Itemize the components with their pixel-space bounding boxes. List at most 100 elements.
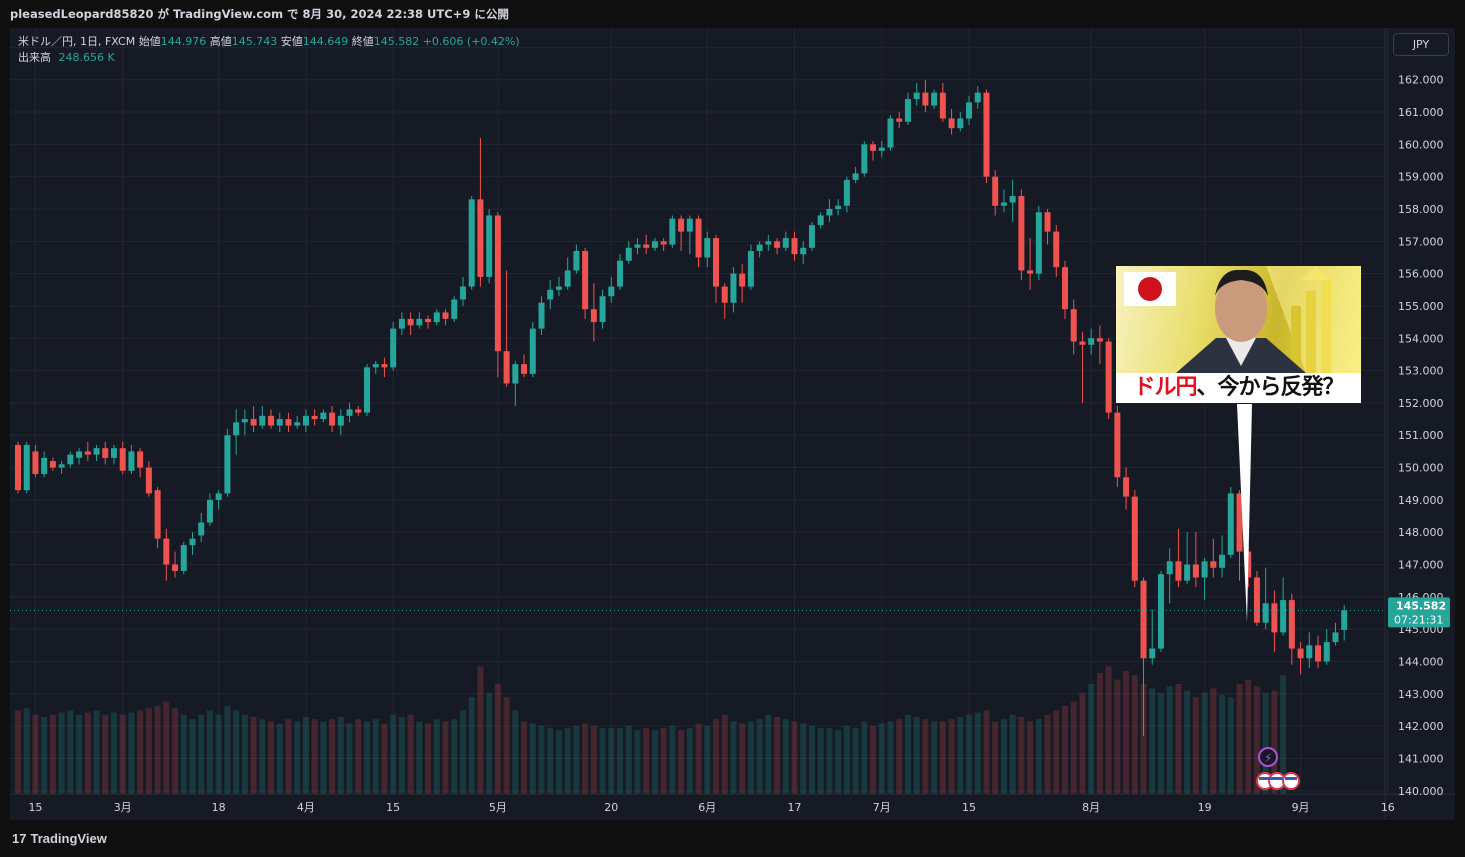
time-tick-label: 5月 [489, 801, 507, 814]
volume-bar [1262, 692, 1269, 794]
candle-body [1009, 196, 1016, 203]
volume-bar [1000, 719, 1007, 794]
volume-bar [407, 714, 414, 794]
low-value: 144.649 [302, 35, 349, 48]
candle-body [1236, 493, 1243, 552]
candle-body [608, 286, 615, 297]
candle-body [1044, 212, 1051, 232]
volume-bar [442, 721, 449, 794]
candle-body [669, 218, 676, 245]
candle-body [381, 364, 388, 368]
flag-stripe [1259, 777, 1271, 780]
japan-flag-sun [1138, 277, 1162, 301]
price-tick-label: 142.000 [1398, 720, 1444, 733]
volume-bar [41, 717, 48, 794]
face-shape [1215, 274, 1267, 342]
volume-bar [337, 717, 344, 794]
lightning-event-icon[interactable] [1258, 747, 1278, 767]
candle-body [486, 215, 493, 277]
candle-body [137, 451, 144, 468]
candle-body [49, 461, 56, 468]
volume-bar [398, 717, 405, 794]
candle-body [337, 415, 344, 426]
price-axis[interactable]: 163.000162.000161.000160.000159.000158.0… [1398, 41, 1444, 797]
candle-body [311, 415, 318, 420]
candle-body [826, 208, 833, 216]
price-chart[interactable]: 163.000162.000161.000160.000159.000158.0… [10, 28, 1455, 820]
price-tick-label: 158.000 [1398, 203, 1444, 216]
volume-bar [547, 728, 554, 794]
candle-body [390, 328, 397, 368]
candle-body [1288, 600, 1295, 649]
volume-bar [285, 719, 292, 794]
volume-bar [372, 719, 379, 794]
time-tick-label: 4月 [297, 801, 315, 814]
price-tick-label: 151.000 [1398, 429, 1444, 442]
volume-bar [555, 730, 562, 794]
candle-body [1157, 574, 1164, 649]
volume-bar [852, 728, 859, 794]
volume-bar [974, 712, 981, 794]
volume-bar [1088, 684, 1095, 794]
currency-button[interactable]: JPY [1393, 33, 1449, 56]
candle-body [15, 444, 21, 491]
candle-body [887, 118, 894, 148]
candle-body [774, 241, 781, 248]
candle-body [800, 247, 807, 255]
candle-body [1096, 338, 1103, 342]
candle-body [1035, 212, 1042, 274]
us-flag-event-icon[interactable] [1282, 772, 1300, 790]
candle-body [477, 199, 484, 277]
volume-bar [861, 721, 868, 794]
volume-bar [782, 719, 789, 794]
price-tick-label: 148.000 [1398, 526, 1444, 539]
open-label: 始値 [138, 35, 161, 48]
volume-bar [1192, 697, 1199, 794]
volume-bar [189, 719, 196, 794]
volume-bar [1053, 710, 1060, 794]
volume-bar [268, 721, 275, 794]
candle-body [67, 454, 74, 465]
symbol-label[interactable]: 米ドル／円, 1日, FXCM [18, 35, 136, 48]
volume-line: 出来高 248.656 K [18, 50, 520, 66]
time-tick-label: 15 [386, 801, 400, 814]
candle-body [468, 199, 475, 287]
time-tick-label: 16 [1381, 801, 1395, 814]
candle-body [896, 118, 903, 122]
thumbnail-caption: ドル円、今から反発？ [1116, 373, 1361, 403]
caption-red: ドル円 [1133, 375, 1197, 400]
volume-bar [1070, 701, 1077, 794]
volume-bar [1157, 692, 1164, 794]
candle-body [1323, 642, 1330, 662]
volume-bar [808, 725, 815, 794]
event-markers[interactable]: ⚡ [1256, 747, 1300, 790]
ohlc-line: 米ドル／円, 1日, FXCM 始値144.976 高値145.743 安値14… [18, 34, 520, 50]
candle-body [512, 364, 519, 384]
volume-bar [1184, 690, 1191, 794]
candle-body [739, 273, 746, 287]
volume-bar [747, 721, 754, 794]
candle-body [355, 409, 362, 413]
volume-bar [241, 714, 248, 794]
candle-body [782, 238, 789, 248]
volume-bar [459, 710, 466, 794]
volume-bar [800, 723, 807, 794]
candle-body [76, 451, 83, 458]
candle-body [494, 215, 501, 352]
time-tick-label: 19 [1198, 801, 1212, 814]
tradingview-brand[interactable]: 17 TradingView [12, 831, 107, 846]
volume-bar [835, 730, 842, 794]
chart-area[interactable]: 163.000162.000161.000160.000159.000158.0… [10, 28, 1455, 820]
time-axis[interactable]: 15 3月 18 4月 15 5月 20 6月 17 7月 15 8月 19 9月 16 [28, 801, 1394, 814]
candle-body [1070, 309, 1077, 342]
candle-body [835, 205, 842, 209]
candle-body [163, 538, 170, 565]
candle-body [451, 299, 458, 319]
volume-bar [233, 710, 240, 794]
publish-line: pleasedLeopard85820 が TradingView.com で … [10, 7, 509, 21]
volume-bar [110, 712, 117, 794]
candle-body [259, 415, 266, 426]
candle-body [320, 412, 327, 420]
candle-body [102, 448, 109, 458]
candle-body [1184, 564, 1191, 581]
